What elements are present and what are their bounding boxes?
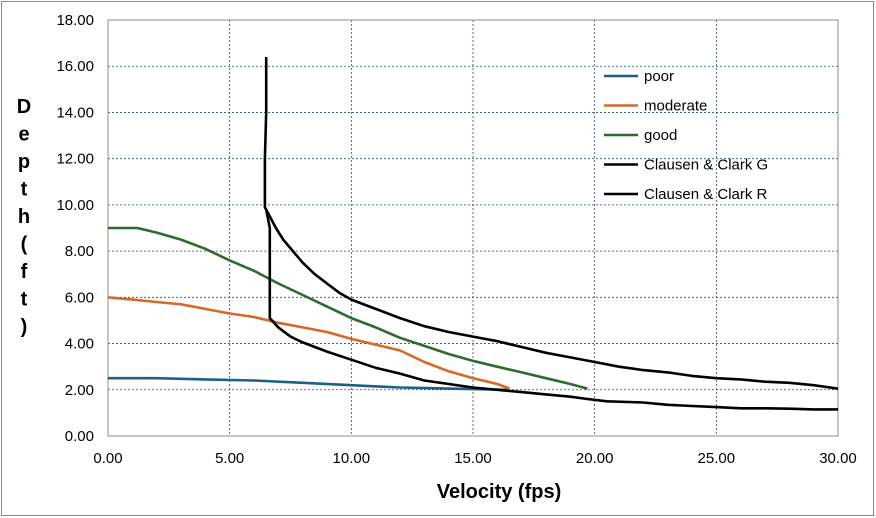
series-line-clausen-clark-g — [263, 57, 839, 390]
x-tick-label: 5.00 — [215, 450, 244, 467]
y-axis-ticks: 0.00 2.00 4.00 6.00 8.00 10.00 12.00 14.00 16.00… — [56, 12, 94, 445]
x-tick-label: 25.00 — [698, 450, 736, 467]
series-line-good — [108, 226, 588, 390]
y-axis-title-char: t — [21, 289, 28, 311]
y-tick-label: 14.00 — [56, 104, 94, 121]
y-tick-label: 8.00 — [65, 243, 94, 260]
legend-label: poor — [644, 68, 674, 85]
y-axis-title-char: f — [21, 261, 28, 283]
x-axis-ticks: 0.00 5.00 10.00 15.00 20.00 25.00 30.00 — [93, 450, 856, 467]
x-tick-label: 20.00 — [576, 450, 614, 467]
y-tick-label: 12.00 — [56, 151, 94, 168]
x-tick-label: 15.00 — [454, 450, 492, 467]
y-tick-label: 18.00 — [56, 12, 94, 29]
y-tick-label: 0.00 — [65, 428, 94, 445]
y-tick-label: 16.00 — [56, 58, 94, 75]
y-axis-title-char: D — [17, 96, 31, 118]
series-line-moderate — [107, 296, 510, 390]
y-axis-title-char: e — [18, 124, 29, 146]
y-tick-label: 2.00 — [65, 382, 94, 399]
legend: poor moderate good Clausen & Clark G Clausen… — [604, 68, 768, 203]
series-line-clausen-clark-r — [264, 209, 838, 411]
series-lines — [107, 57, 839, 411]
y-tick-label: 4.00 — [65, 336, 94, 353]
gridlines — [108, 20, 838, 436]
legend-label: Clausen & Clark R — [644, 186, 768, 203]
series-line-poor — [108, 376, 510, 392]
x-tick-label: 0.00 — [93, 450, 122, 467]
y-tick-label: 10.00 — [56, 197, 94, 214]
x-tick-label: 10.00 — [333, 450, 371, 467]
y-axis-title-char: ) — [21, 316, 28, 338]
legend-label: good — [644, 127, 677, 144]
y-axis-title-char: t — [21, 179, 28, 201]
y-axis-title-char: p — [18, 151, 30, 173]
y-axis-title-char: h — [18, 206, 30, 228]
x-tick-label: 30.00 — [819, 450, 857, 467]
y-axis-title-char: ( — [21, 234, 28, 256]
y-tick-label: 6.00 — [65, 289, 94, 306]
legend-label: Clausen & Clark G — [644, 157, 768, 174]
x-axis-title: Velocity (fps) — [437, 481, 561, 503]
legend-label: moderate — [644, 98, 707, 115]
